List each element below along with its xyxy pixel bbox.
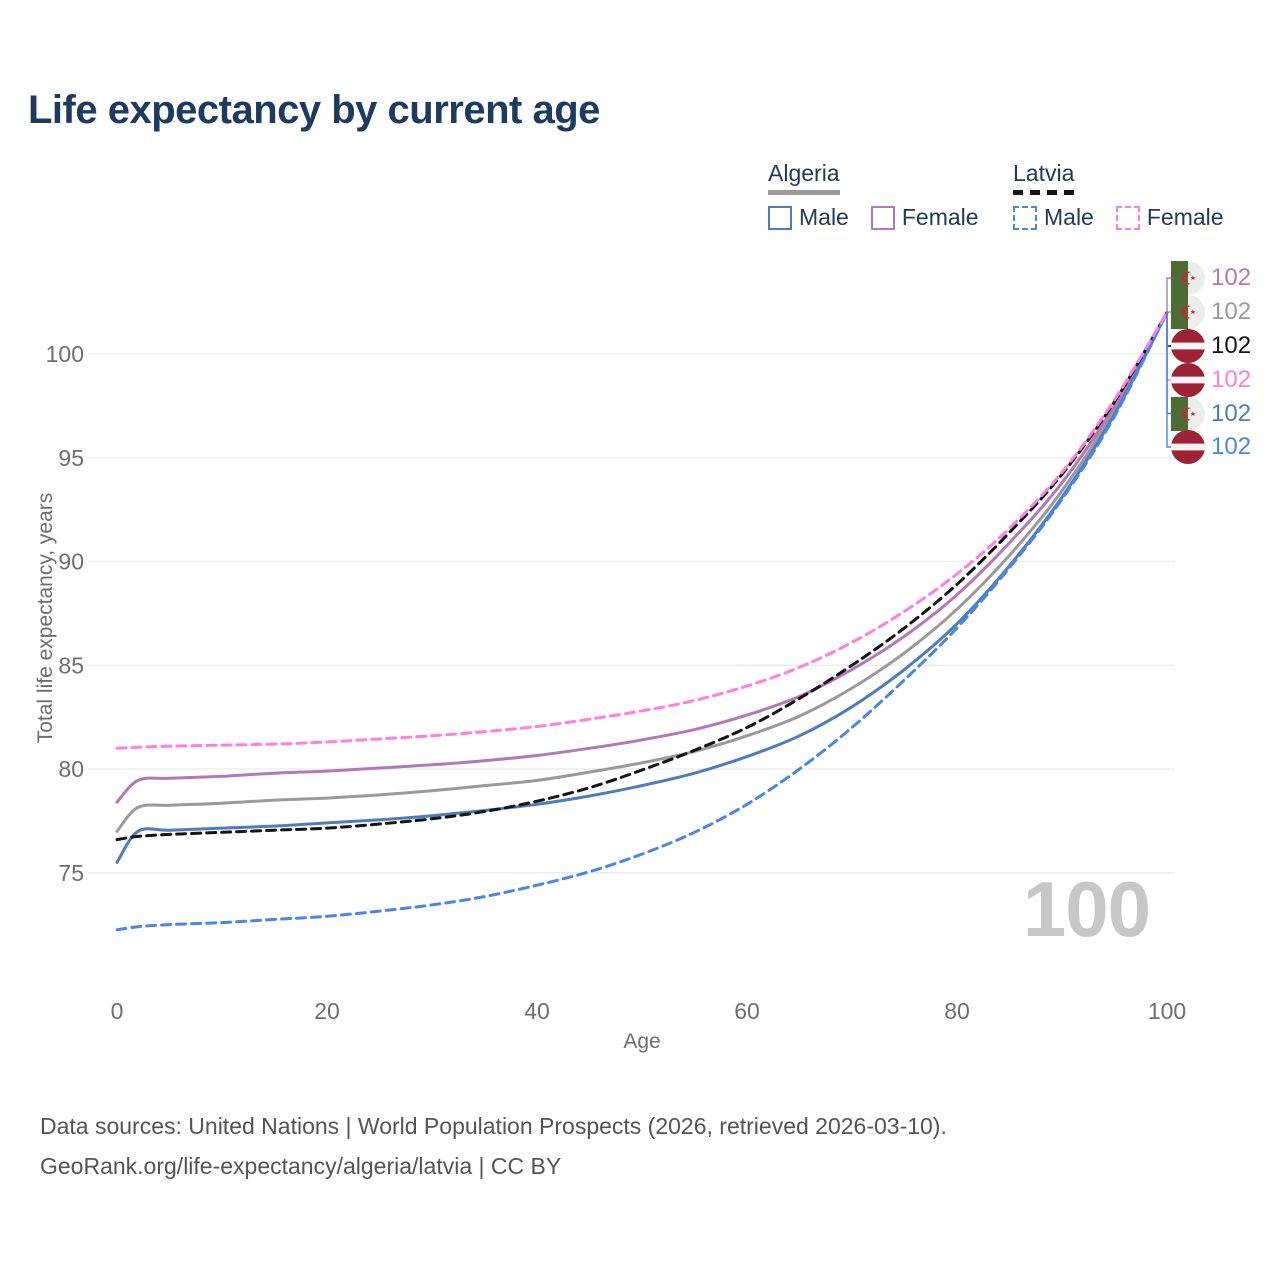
algeria-male-swatch-icon: [768, 205, 792, 230]
algeria-solid-line-sample: [768, 190, 840, 195]
y-tick-label: 80: [58, 756, 84, 782]
x-axis-title: Age: [623, 1030, 661, 1053]
footer-attribution: GeoRank.org/life-expectancy/algeria/latv…: [40, 1153, 562, 1179]
latvia-flag-icon: [1171, 430, 1205, 464]
end-label-value: 102: [1211, 433, 1252, 460]
legend-item-latvia-male[interactable]: Male: [1013, 204, 1094, 231]
latvia-male-swatch-icon: [1013, 205, 1037, 230]
y-tick-label: 100: [46, 341, 84, 367]
latvia-female-swatch-icon: [1115, 205, 1140, 230]
end-label-latvia-female: 102: [1171, 363, 1251, 397]
algeria-flag-icon: [1171, 295, 1205, 329]
legend-country-label-latvia: Latvia: [1013, 160, 1075, 186]
end-label-algeria-both: 102: [1171, 295, 1251, 329]
legend-group-algeria: Algeria Male Female: [768, 160, 979, 231]
end-label-algeria-female: 102: [1171, 261, 1251, 295]
legend-group-latvia: Latvia Male Female: [1013, 160, 1224, 231]
end-label-algeria-male: 102: [1171, 396, 1252, 431]
end-label-value: 102: [1211, 264, 1252, 291]
y-tick-label: 95: [58, 445, 84, 471]
end-label-value: 102: [1211, 298, 1252, 325]
end-label-value: 102: [1211, 399, 1252, 427]
end-label-latvia-male: 102: [1171, 430, 1251, 464]
algeria-flag-icon: [1171, 261, 1205, 295]
end-label-value: 102: [1211, 332, 1252, 359]
x-tick-label: 0: [111, 998, 124, 1024]
latvia-flag-icon: [1171, 363, 1205, 397]
series-line-algeria-female[interactable]: [115, 311, 1169, 804]
series-line-latvia-female[interactable]: [115, 311, 1169, 750]
footer: Data sources: United Nations | World Pop…: [40, 1106, 947, 1186]
legend-item-algeria-male[interactable]: Male: [768, 204, 849, 231]
legend-item-latvia-female[interactable]: Female: [1115, 204, 1224, 231]
series-line-algeria-both[interactable]: [115, 311, 1169, 833]
y-tick-label: 75: [58, 860, 84, 886]
legend-item-label: Female: [901, 204, 979, 230]
series-line-algeria-male[interactable]: [115, 311, 1169, 864]
page-title: Life expectancy by current age: [28, 88, 600, 132]
legend-country-label-algeria: Algeria: [768, 160, 840, 186]
y-axis-title: Total life expectancy, years: [34, 492, 57, 744]
y-tick-label: 90: [58, 549, 84, 575]
end-label-latvia-both: 102: [1171, 329, 1251, 363]
latvia-dashed-line-sample: [1013, 190, 1075, 195]
footer-data-sources: Data sources: United Nations | World Pop…: [40, 1113, 947, 1139]
series-line-latvia-male[interactable]: [115, 311, 1169, 932]
x-tick-label: 80: [944, 998, 970, 1024]
end-label-value: 102: [1211, 366, 1252, 393]
x-tick-label: 20: [314, 998, 340, 1024]
algeria-female-swatch-icon: [870, 205, 895, 230]
x-tick-label: 60: [734, 998, 760, 1024]
legend-item-label: Female: [1146, 204, 1224, 230]
legend-item-algeria-female[interactable]: Female: [870, 204, 979, 231]
series-line-latvia-both[interactable]: [115, 311, 1169, 842]
age-frame-watermark: 100: [1022, 865, 1151, 953]
legend-item-label: Male: [1044, 204, 1094, 230]
legend-item-label: Male: [799, 204, 849, 230]
y-tick-label: 85: [58, 652, 84, 678]
x-tick-label: 40: [524, 998, 550, 1024]
algeria-flag-icon: [1171, 396, 1205, 431]
latvia-flag-icon: [1171, 329, 1205, 363]
x-tick-label: 100: [1148, 998, 1186, 1024]
